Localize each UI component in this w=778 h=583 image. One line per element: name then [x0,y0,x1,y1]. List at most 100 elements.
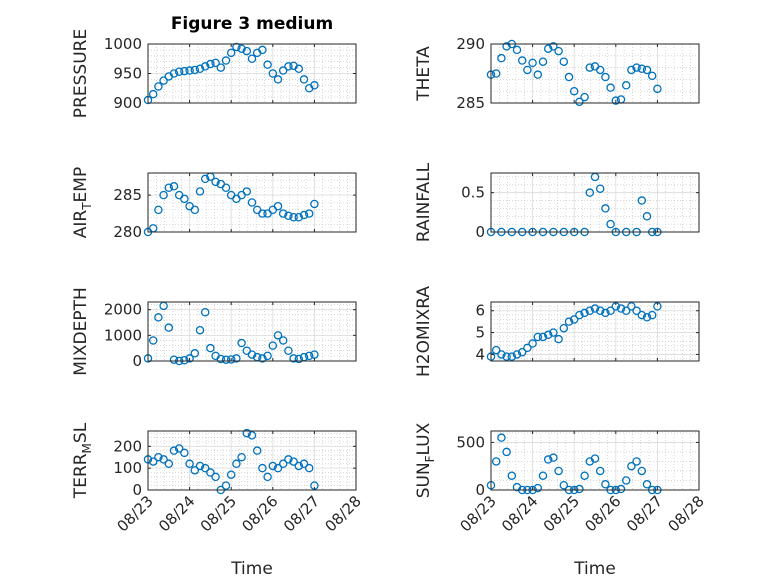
data-point [190,349,200,358]
data-point [559,323,569,333]
data-point [632,63,641,72]
data-point [647,310,657,320]
data-point [632,457,641,466]
data-point [263,351,272,361]
data-point [554,466,563,476]
data-point [304,351,314,361]
data-point [190,205,200,215]
data-point [533,332,543,342]
data-point [211,177,220,187]
data-point [258,209,267,218]
y-tick-label: 200 [113,437,142,455]
data-point [242,428,252,438]
data-point [512,45,522,55]
y-tick-label: 290 [456,35,485,53]
data-point [304,463,314,473]
data-point [637,310,647,320]
data-point [538,332,548,342]
data-point [549,42,558,51]
data-point [148,336,158,345]
x-tick-label: 08/27 [280,492,323,535]
data-point [294,461,304,471]
data-point [185,66,194,75]
y-tick-label: 280 [113,223,142,241]
data-point [310,199,319,209]
data-point [237,338,246,348]
data-point [580,308,589,318]
data-point [611,96,621,105]
axes-frame [490,430,700,491]
axes-frame [147,430,357,491]
data-point [148,457,158,466]
data-point [523,343,532,353]
data-point [564,72,574,82]
y-tick-label: 900 [113,94,142,112]
data-point [569,315,579,324]
y-axis-label: RAINFALL [414,162,434,242]
data-point [491,457,501,466]
data-point [174,444,184,453]
data-point [221,355,231,364]
data-point [543,455,553,464]
data-point [174,67,184,76]
y-axis-label: SUNFLUX [414,422,437,498]
x-tick-label: 08/26 [238,492,281,535]
subplot-rainfall: 0 0.5 RAINFALL [414,162,700,242]
data-point [221,56,231,65]
data-point [273,331,283,340]
data-point [237,452,246,462]
data-point [185,459,194,469]
data-point [200,62,210,71]
data-point [642,212,652,221]
data-point [159,76,168,85]
data-point [533,70,543,79]
data-point [247,350,257,359]
y-tick-label: 1000 [104,326,142,344]
y-tick-label: 4 [475,345,485,363]
data-point [595,466,605,476]
data-point [206,343,215,353]
data-point [627,302,636,311]
data-point [517,348,527,357]
data-point [180,448,189,458]
data-point [273,201,283,211]
data-point [502,447,511,457]
x-tick-label: 08/24 [498,492,541,535]
data-point [497,350,506,359]
data-point [507,352,517,361]
data-point [232,354,241,363]
data-point [559,480,569,490]
axes-frame [147,301,357,362]
data-point [580,471,589,480]
data-point [627,65,636,75]
data-point [200,308,210,317]
y-tick-label: 0 [132,481,142,499]
data-point [206,468,215,477]
data-point [148,89,158,99]
data-point [278,66,288,75]
y-tick-label: 2000 [104,301,142,319]
data-point [549,453,558,462]
data-point [517,56,527,65]
data-point [180,355,189,365]
data-point [195,325,205,335]
data-point [502,42,511,51]
data-point [159,455,168,464]
data-point [289,457,298,466]
x-tick-label: 08/25 [197,492,240,535]
data-point [195,64,205,74]
data-point [273,75,283,84]
data-point [595,306,605,315]
subplot-theta: 285 290 THETA [414,35,700,112]
data-point [606,219,615,229]
x-tick-label: 08/24 [155,492,198,535]
y-tick-label: 6 [475,302,485,320]
data-point [226,470,236,479]
axes-frame [147,172,357,233]
data-point [268,341,278,350]
data-point [585,188,595,197]
data-point [200,174,210,184]
data-point [200,463,210,473]
y-tick-label: 0 [132,352,142,370]
data-point [632,306,641,315]
